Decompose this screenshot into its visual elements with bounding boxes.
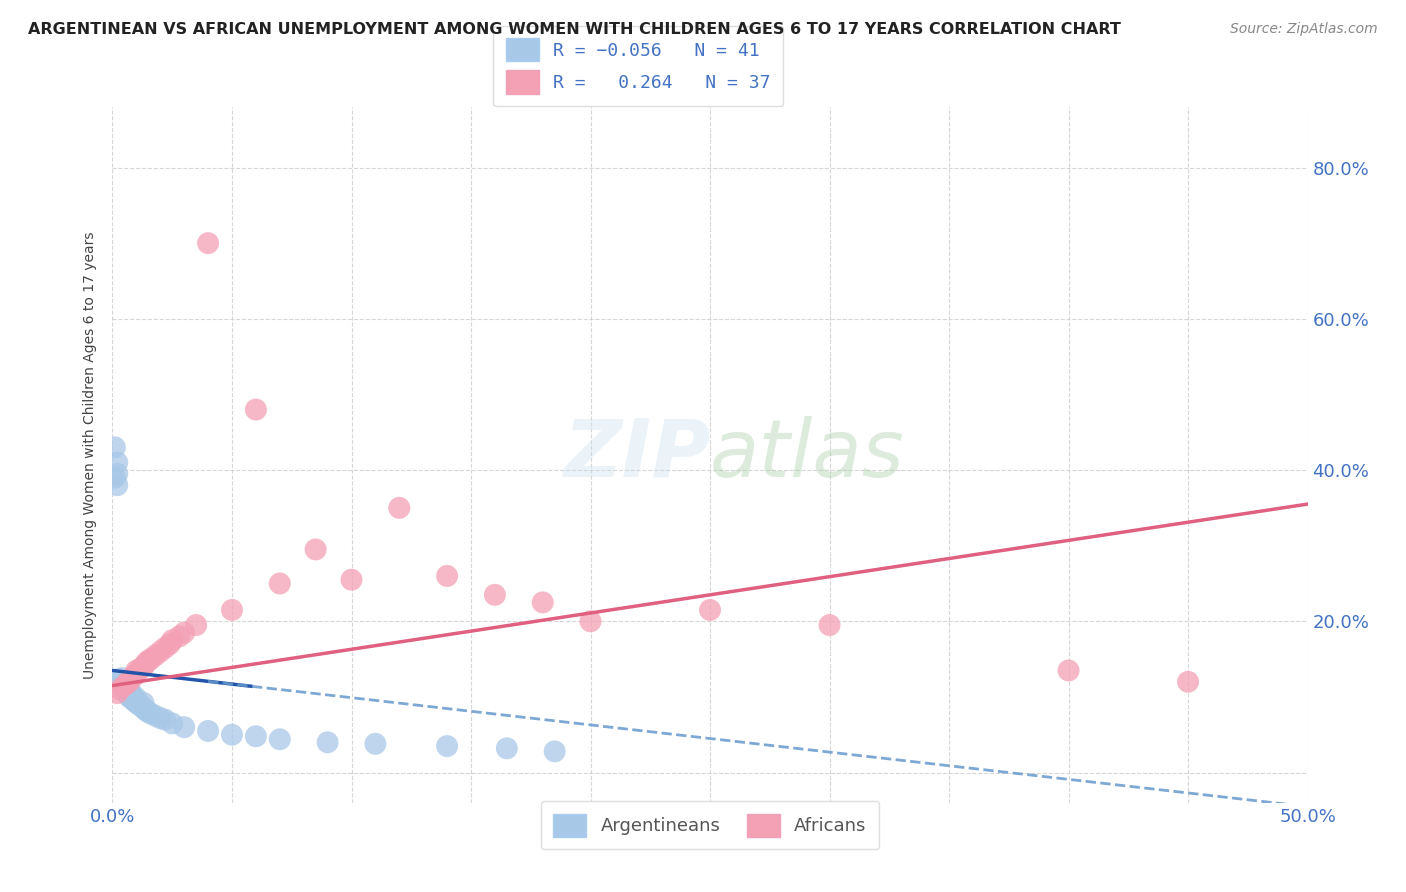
Point <box>531 595 554 609</box>
Point <box>135 656 157 670</box>
Text: ZIP: ZIP <box>562 416 710 494</box>
Point <box>118 674 141 689</box>
Point <box>169 629 191 643</box>
Point <box>108 682 131 697</box>
Point <box>496 741 519 756</box>
Point <box>125 664 148 678</box>
Point <box>104 470 127 484</box>
Point <box>145 708 167 723</box>
Point <box>305 542 328 557</box>
Point <box>159 637 181 651</box>
Point <box>221 728 243 742</box>
Point <box>139 706 162 721</box>
Point <box>245 729 267 743</box>
Point <box>105 467 128 481</box>
Point <box>269 576 291 591</box>
Point <box>132 701 155 715</box>
Point <box>122 669 145 683</box>
Point <box>316 735 339 749</box>
Point <box>436 739 458 753</box>
Point <box>364 737 387 751</box>
Point <box>128 698 150 712</box>
Point <box>699 603 721 617</box>
Point <box>121 671 143 685</box>
Point <box>149 644 172 658</box>
Point <box>105 455 128 469</box>
Point <box>138 654 160 668</box>
Point <box>111 679 134 693</box>
Point <box>543 744 565 758</box>
Point <box>105 478 128 492</box>
Point <box>118 684 141 698</box>
Point <box>132 696 155 710</box>
Point <box>125 696 148 710</box>
Point <box>118 690 141 704</box>
Point <box>173 625 195 640</box>
Point <box>197 723 219 738</box>
Point <box>114 682 135 697</box>
Point <box>340 573 363 587</box>
Point <box>125 691 148 706</box>
Point <box>818 618 841 632</box>
Point <box>245 402 267 417</box>
Point <box>121 686 143 700</box>
Point <box>115 681 138 695</box>
Point <box>269 732 291 747</box>
Point <box>145 648 167 663</box>
Point <box>153 713 176 727</box>
Point <box>121 691 143 706</box>
Point <box>162 633 183 648</box>
Point <box>125 667 148 681</box>
Point <box>122 690 145 704</box>
Point <box>135 704 157 718</box>
Point <box>388 500 411 515</box>
Y-axis label: Unemployment Among Women with Children Ages 6 to 17 years: Unemployment Among Women with Children A… <box>83 231 97 679</box>
Point <box>115 676 138 690</box>
Point <box>122 694 145 708</box>
Point <box>436 569 458 583</box>
Point <box>114 676 135 690</box>
Point <box>132 659 155 673</box>
Point <box>138 705 160 719</box>
Text: ARGENTINEAN VS AFRICAN UNEMPLOYMENT AMONG WOMEN WITH CHILDREN AGES 6 TO 17 YEARS: ARGENTINEAN VS AFRICAN UNEMPLOYMENT AMON… <box>28 22 1121 37</box>
Point <box>114 679 135 693</box>
Text: atlas: atlas <box>710 416 905 494</box>
Point <box>105 686 128 700</box>
Point <box>129 661 152 675</box>
Point <box>484 588 506 602</box>
Legend: Argentineans, Africans: Argentineans, Africans <box>541 801 879 849</box>
Point <box>104 441 127 455</box>
Point <box>1177 674 1199 689</box>
Point <box>129 698 152 713</box>
Point <box>153 640 176 655</box>
Point <box>162 716 183 731</box>
Point <box>186 618 208 632</box>
Point <box>108 674 131 689</box>
Text: Source: ZipAtlas.com: Source: ZipAtlas.com <box>1230 22 1378 37</box>
Point <box>221 603 243 617</box>
Point <box>115 686 138 700</box>
Point <box>197 236 219 251</box>
Point <box>149 711 172 725</box>
Point <box>139 652 162 666</box>
Point <box>1057 664 1080 678</box>
Point <box>111 671 134 685</box>
Point <box>173 720 195 734</box>
Point <box>579 615 602 629</box>
